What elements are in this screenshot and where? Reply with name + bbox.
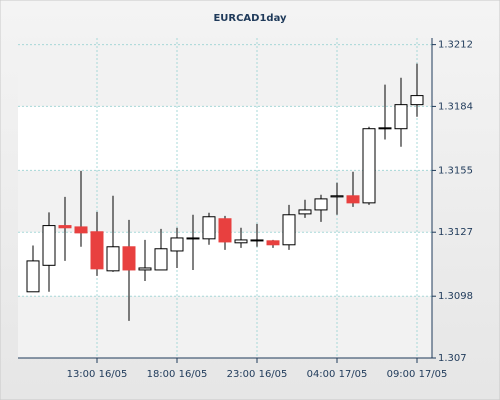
candle-body — [138, 267, 152, 271]
x-tick-label: 09:00 17/05 — [387, 369, 448, 380]
y-tick-label: 1.307 — [438, 353, 467, 364]
candle-body — [170, 237, 184, 252]
candle-body — [298, 209, 312, 215]
plot-band — [18, 44, 432, 107]
candle-body — [346, 195, 360, 204]
y-tick-label: 1.3127 — [438, 227, 473, 238]
x-tick-label: 04:00 17/05 — [307, 369, 368, 380]
y-tick-label: 1.3155 — [438, 165, 473, 176]
candle-body — [106, 246, 120, 272]
candle-body — [154, 248, 168, 271]
x-tick-label: 18:00 16/05 — [147, 369, 208, 380]
candle-body — [186, 237, 200, 240]
candle-body — [282, 214, 296, 246]
candle-body — [74, 226, 88, 234]
candle-body — [90, 231, 104, 270]
x-tick-label: 13:00 16/05 — [67, 369, 128, 380]
candle-body — [410, 95, 424, 106]
candle-body — [378, 127, 392, 130]
candle-body — [218, 218, 232, 243]
candle-body — [42, 225, 56, 266]
candle-body — [314, 198, 328, 211]
candle-body — [202, 216, 216, 240]
candle-body — [122, 246, 136, 271]
plot-band — [18, 296, 432, 358]
chart-title: EURCAD1day — [213, 13, 287, 24]
x-tick-label: 23:00 16/05 — [227, 369, 288, 380]
y-tick-label: 1.3184 — [438, 101, 473, 112]
candle-body — [250, 239, 264, 242]
plot-band — [18, 38, 432, 45]
candle-body — [362, 128, 376, 204]
candle-body — [394, 104, 408, 130]
candle-body — [266, 240, 280, 246]
candle-body — [330, 195, 344, 198]
y-tick-label: 1.3098 — [438, 291, 473, 302]
candle-body — [58, 225, 72, 229]
candle-body — [234, 239, 248, 244]
y-tick-label: 1.3212 — [438, 40, 473, 51]
candle-body — [26, 260, 40, 293]
